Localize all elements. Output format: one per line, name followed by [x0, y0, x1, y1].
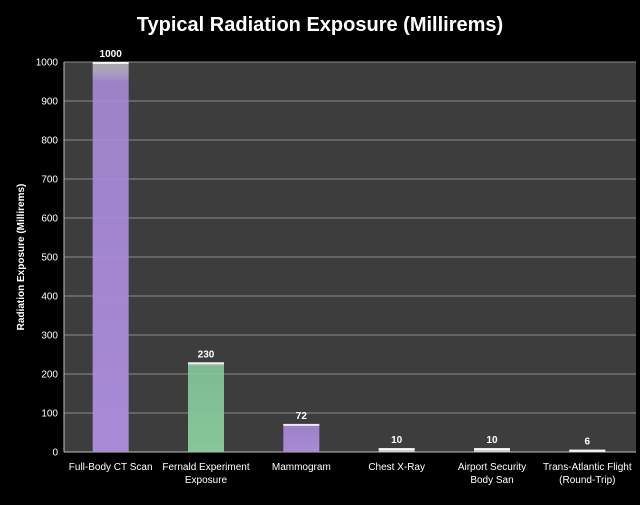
x-tick-label: Fernald Experiment — [162, 462, 249, 473]
data-label: 72 — [296, 411, 308, 422]
data-label: 230 — [198, 349, 215, 360]
x-tick-label: Mammogram — [272, 462, 331, 473]
bar-highlight — [283, 423, 320, 426]
y-tick-label: 600 — [41, 214, 58, 225]
bar — [283, 423, 320, 452]
chart-title: Typical Radiation Exposure (Millirems) — [136, 14, 504, 36]
y-tick-label: 0 — [52, 448, 58, 459]
bar-highlight — [92, 62, 129, 64]
x-tick-label: Chest X-Ray — [368, 462, 425, 473]
x-tick-label: Exposure — [185, 475, 228, 486]
bar-highlight — [569, 449, 606, 452]
bar-highlight — [474, 448, 510, 451]
data-label: 6 — [585, 437, 591, 448]
x-tick-label: Body San — [470, 475, 513, 486]
data-label: 10 — [486, 435, 498, 446]
y-tick-label: 1000 — [36, 58, 59, 69]
y-tick-label: 100 — [41, 409, 58, 420]
x-tick-label: Trans-Atlantic Flight — [543, 462, 632, 473]
y-tick-label: 800 — [41, 136, 58, 147]
y-tick-label: 900 — [41, 97, 58, 108]
y-tick-label: 700 — [41, 175, 58, 186]
y-tick-label: 400 — [41, 292, 58, 303]
data-label: 1000 — [100, 49, 123, 60]
x-tick-label: Airport Security — [458, 462, 526, 473]
y-tick-label: 300 — [41, 331, 58, 342]
y-axis-title: Radiation Exposure (Millirems) — [16, 184, 27, 331]
x-tick-label: (Round-Trip) — [559, 475, 615, 486]
data-label: 10 — [391, 435, 403, 446]
bar — [188, 362, 224, 452]
bar — [92, 62, 129, 452]
y-tick-label: 200 — [41, 370, 58, 381]
bar-highlight — [378, 448, 415, 451]
x-tick-label: Full-Body CT Scan — [69, 462, 153, 473]
y-tick-label: 500 — [41, 253, 58, 264]
bar-highlight — [188, 362, 224, 365]
